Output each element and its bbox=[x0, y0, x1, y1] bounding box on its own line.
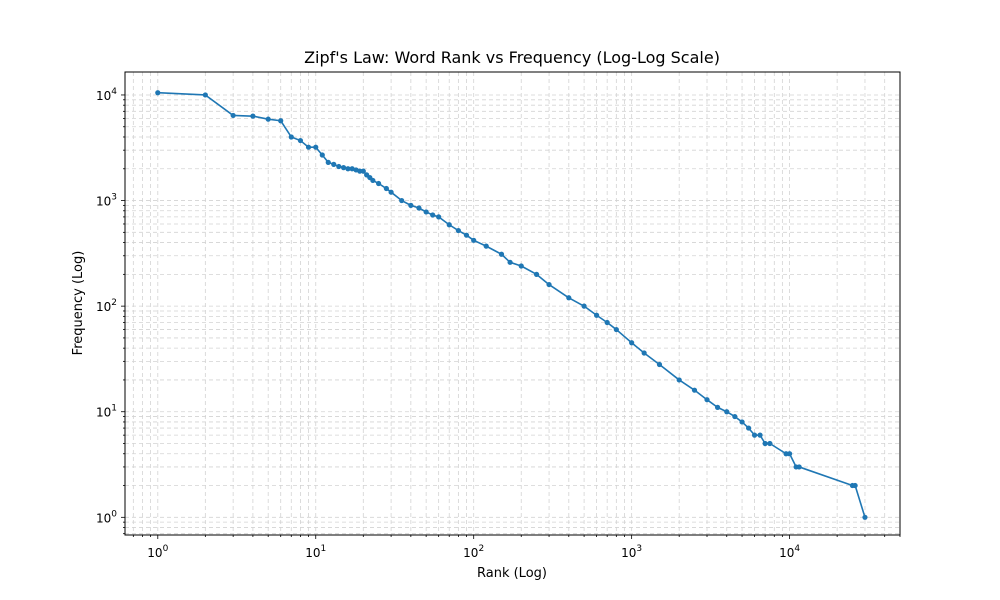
data-point bbox=[732, 413, 738, 420]
data-point bbox=[796, 464, 802, 470]
data-point bbox=[566, 295, 572, 301]
data-point bbox=[745, 425, 752, 431]
plot-area-frame bbox=[124, 71, 901, 536]
data-point bbox=[383, 185, 389, 192]
data-point bbox=[202, 92, 208, 98]
data-point bbox=[325, 159, 331, 165]
data-point bbox=[739, 419, 745, 425]
data-point bbox=[641, 350, 647, 356]
data-point bbox=[155, 90, 161, 96]
data-point bbox=[250, 113, 256, 119]
data-point bbox=[594, 312, 600, 318]
data-point bbox=[297, 137, 304, 144]
data-point bbox=[862, 514, 868, 520]
data-point bbox=[455, 227, 461, 234]
data-point bbox=[408, 202, 414, 208]
data-point bbox=[656, 361, 663, 368]
data-point bbox=[230, 112, 236, 119]
data-point bbox=[757, 432, 763, 438]
data-point bbox=[604, 319, 610, 326]
chart-title: Zipf's Law: Word Rank vs Frequency (Log-… bbox=[304, 48, 720, 67]
data-point bbox=[767, 440, 773, 447]
data-point bbox=[446, 222, 452, 228]
data-point bbox=[581, 303, 587, 309]
data-point bbox=[629, 340, 635, 346]
data-point bbox=[388, 189, 394, 195]
data-point bbox=[278, 118, 284, 124]
data-point bbox=[483, 243, 489, 249]
data-point bbox=[498, 251, 505, 257]
data-point bbox=[852, 482, 858, 489]
data-point bbox=[288, 134, 294, 140]
data-point bbox=[430, 212, 436, 218]
data-point bbox=[471, 237, 477, 243]
data-point bbox=[704, 397, 710, 403]
y-axis-label: Frequency (Log) bbox=[71, 251, 86, 356]
data-point bbox=[436, 214, 442, 220]
data-point bbox=[376, 180, 382, 187]
data-point bbox=[546, 281, 552, 288]
data-markers bbox=[155, 90, 868, 520]
data-point bbox=[724, 409, 730, 415]
data-point bbox=[399, 197, 405, 204]
data-point bbox=[762, 440, 768, 447]
data-point bbox=[360, 168, 366, 174]
data-point bbox=[416, 205, 422, 211]
data-point bbox=[345, 166, 351, 172]
data-point bbox=[319, 152, 325, 158]
grid bbox=[125, 72, 901, 535]
data-point bbox=[313, 144, 319, 150]
data-point bbox=[340, 165, 347, 171]
data-point bbox=[533, 271, 540, 277]
data-point bbox=[714, 404, 721, 410]
data-point bbox=[613, 326, 619, 333]
data-point bbox=[463, 232, 470, 238]
data-point bbox=[305, 144, 312, 150]
data-point bbox=[336, 163, 342, 170]
data-point bbox=[370, 177, 376, 184]
data-point bbox=[691, 387, 698, 393]
data-point bbox=[787, 451, 793, 457]
data-point bbox=[507, 259, 513, 265]
data-point bbox=[265, 116, 271, 122]
data-point bbox=[751, 432, 758, 438]
data-point bbox=[676, 377, 682, 383]
data-point bbox=[518, 263, 524, 269]
data-point bbox=[349, 166, 355, 172]
data-point bbox=[331, 161, 337, 167]
x-axis-label: Rank (Log) bbox=[477, 566, 547, 581]
data-point bbox=[423, 209, 429, 215]
